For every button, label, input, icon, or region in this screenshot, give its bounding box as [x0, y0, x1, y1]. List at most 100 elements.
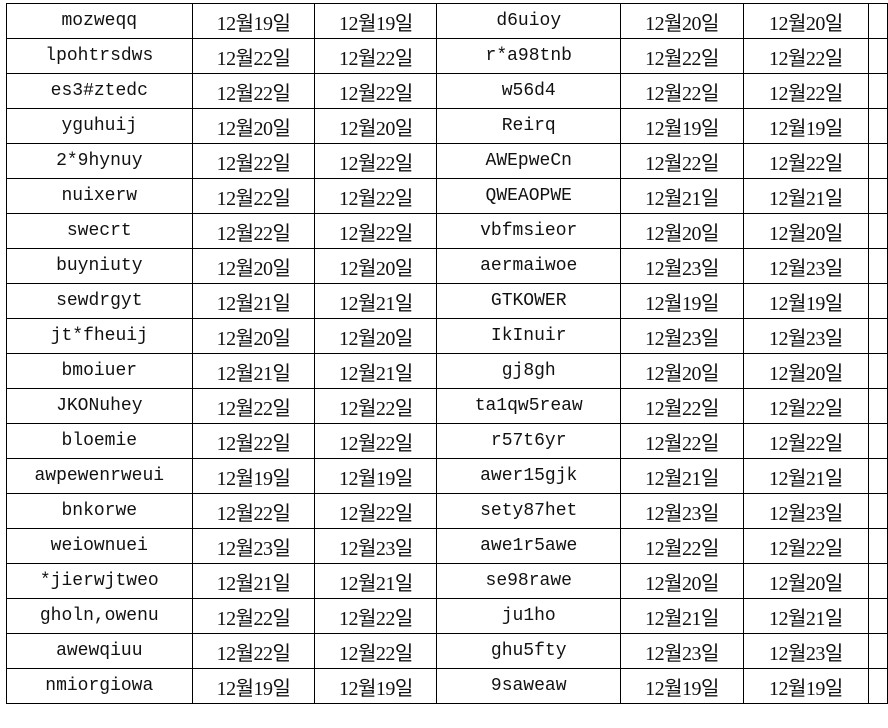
- date-cell[interactable]: 12월19일: [742, 108, 869, 144]
- date-cell[interactable]: 12월23일: [742, 248, 869, 284]
- date-cell[interactable]: 12월20일: [314, 108, 438, 144]
- name-cell[interactable]: *jierwjtweo: [6, 563, 193, 599]
- name-cell[interactable]: bmoiuer: [6, 353, 193, 389]
- empty-cell[interactable]: [867, 248, 888, 284]
- empty-cell[interactable]: [867, 213, 888, 249]
- date-cell[interactable]: 12월23일: [620, 493, 744, 529]
- name-cell[interactable]: awe1r5awe: [436, 528, 622, 564]
- empty-cell[interactable]: [867, 423, 888, 459]
- date-cell[interactable]: 12월20일: [742, 563, 869, 599]
- name-cell[interactable]: lpohtrsdws: [6, 38, 193, 74]
- date-cell[interactable]: 12월22일: [191, 493, 316, 529]
- date-cell[interactable]: 12월22일: [620, 423, 744, 459]
- empty-cell[interactable]: [867, 493, 888, 529]
- date-cell[interactable]: 12월22일: [191, 388, 316, 424]
- name-cell[interactable]: gholn,owenu: [6, 598, 193, 634]
- date-cell[interactable]: 12월22일: [620, 388, 744, 424]
- name-cell[interactable]: ju1ho: [436, 598, 622, 634]
- date-cell[interactable]: 12월22일: [191, 38, 316, 74]
- date-cell[interactable]: 12월22일: [314, 633, 438, 669]
- date-cell[interactable]: 12월21일: [742, 598, 869, 634]
- empty-cell[interactable]: [867, 528, 888, 564]
- name-cell[interactable]: nuixerw: [6, 178, 193, 214]
- date-cell[interactable]: 12월22일: [191, 423, 316, 459]
- empty-cell[interactable]: [867, 633, 888, 669]
- date-cell[interactable]: 12월20일: [191, 108, 316, 144]
- date-cell[interactable]: 12월21일: [191, 563, 316, 599]
- name-cell[interactable]: r*a98tnb: [436, 38, 622, 74]
- date-cell[interactable]: 12월20일: [314, 248, 438, 284]
- name-cell[interactable]: d6uioy: [436, 3, 622, 39]
- date-cell[interactable]: 12월20일: [620, 213, 744, 249]
- empty-cell[interactable]: [867, 668, 888, 704]
- date-cell[interactable]: 12월22일: [742, 388, 869, 424]
- name-cell[interactable]: awewqiuu: [6, 633, 193, 669]
- date-cell[interactable]: 12월21일: [620, 458, 744, 494]
- date-cell[interactable]: 12월21일: [742, 458, 869, 494]
- date-cell[interactable]: 12월22일: [742, 73, 869, 109]
- empty-cell[interactable]: [867, 38, 888, 74]
- date-cell[interactable]: 12월22일: [191, 633, 316, 669]
- date-cell[interactable]: 12월22일: [191, 143, 316, 179]
- date-cell[interactable]: 12월20일: [620, 353, 744, 389]
- date-cell[interactable]: 12월19일: [620, 283, 744, 319]
- empty-cell[interactable]: [867, 388, 888, 424]
- name-cell[interactable]: 2*9hynuy: [6, 143, 193, 179]
- date-cell[interactable]: 12월19일: [620, 108, 744, 144]
- empty-cell[interactable]: [867, 143, 888, 179]
- date-cell[interactable]: 12월22일: [620, 38, 744, 74]
- name-cell[interactable]: AWEpweCn: [436, 143, 622, 179]
- empty-cell[interactable]: [867, 318, 888, 354]
- empty-cell[interactable]: [867, 353, 888, 389]
- name-cell[interactable]: ghu5fty: [436, 633, 622, 669]
- name-cell[interactable]: yguhuij: [6, 108, 193, 144]
- empty-cell[interactable]: [867, 458, 888, 494]
- name-cell[interactable]: mozweqq: [6, 3, 193, 39]
- date-cell[interactable]: 12월22일: [191, 178, 316, 214]
- name-cell[interactable]: gj8gh: [436, 353, 622, 389]
- name-cell[interactable]: awpewenrweui: [6, 458, 193, 494]
- name-cell[interactable]: aermaiwoe: [436, 248, 622, 284]
- date-cell[interactable]: 12월22일: [742, 528, 869, 564]
- name-cell[interactable]: weiownuei: [6, 528, 193, 564]
- name-cell[interactable]: QWEAOPWE: [436, 178, 622, 214]
- date-cell[interactable]: 12월22일: [620, 143, 744, 179]
- date-cell[interactable]: 12월23일: [742, 493, 869, 529]
- date-cell[interactable]: 12월21일: [191, 283, 316, 319]
- date-cell[interactable]: 12월23일: [742, 633, 869, 669]
- date-cell[interactable]: 12월19일: [314, 668, 438, 704]
- name-cell[interactable]: buyniuty: [6, 248, 193, 284]
- name-cell[interactable]: nmiorgiowa: [6, 668, 193, 704]
- empty-cell[interactable]: [867, 108, 888, 144]
- date-cell[interactable]: 12월20일: [191, 318, 316, 354]
- date-cell[interactable]: 12월21일: [314, 353, 438, 389]
- date-cell[interactable]: 12월19일: [314, 3, 438, 39]
- date-cell[interactable]: 12월22일: [191, 213, 316, 249]
- empty-cell[interactable]: [867, 598, 888, 634]
- date-cell[interactable]: 12월19일: [742, 283, 869, 319]
- date-cell[interactable]: 12월22일: [314, 213, 438, 249]
- date-cell[interactable]: 12월19일: [742, 668, 869, 704]
- date-cell[interactable]: 12월22일: [742, 143, 869, 179]
- date-cell[interactable]: 12월22일: [314, 493, 438, 529]
- name-cell[interactable]: es3#ztedc: [6, 73, 193, 109]
- date-cell[interactable]: 12월22일: [620, 528, 744, 564]
- date-cell[interactable]: 12월19일: [620, 668, 744, 704]
- name-cell[interactable]: sewdrgyt: [6, 283, 193, 319]
- date-cell[interactable]: 12월22일: [314, 423, 438, 459]
- name-cell[interactable]: Reirq: [436, 108, 622, 144]
- date-cell[interactable]: 12월22일: [191, 73, 316, 109]
- date-cell[interactable]: 12월20일: [742, 213, 869, 249]
- date-cell[interactable]: 12월21일: [314, 563, 438, 599]
- empty-cell[interactable]: [867, 283, 888, 319]
- date-cell[interactable]: 12월22일: [314, 143, 438, 179]
- date-cell[interactable]: 12월23일: [191, 528, 316, 564]
- empty-cell[interactable]: [867, 3, 888, 39]
- name-cell[interactable]: ta1qw5reaw: [436, 388, 622, 424]
- date-cell[interactable]: 12월20일: [742, 3, 869, 39]
- date-cell[interactable]: 12월20일: [191, 248, 316, 284]
- name-cell[interactable]: w56d4: [436, 73, 622, 109]
- name-cell[interactable]: GTKOWER: [436, 283, 622, 319]
- name-cell[interactable]: se98rawe: [436, 563, 622, 599]
- date-cell[interactable]: 12월19일: [314, 458, 438, 494]
